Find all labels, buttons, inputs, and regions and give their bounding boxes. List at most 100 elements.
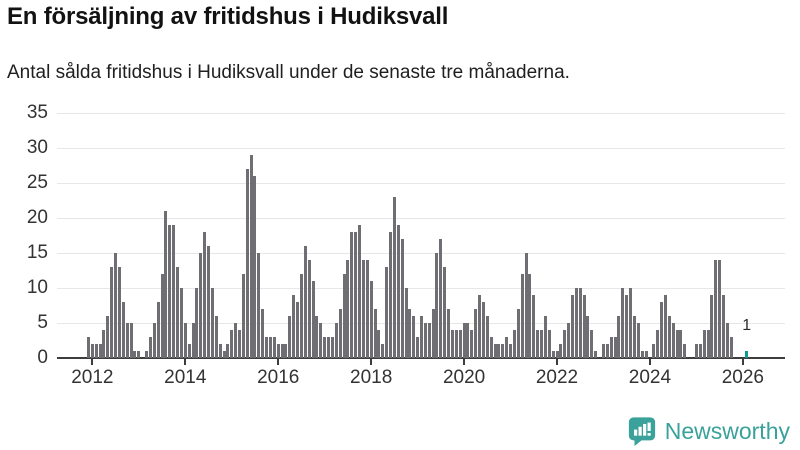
- bar: [714, 260, 718, 358]
- bar: [369, 281, 373, 358]
- bar: [222, 351, 226, 358]
- bar: [276, 344, 280, 358]
- bar: [253, 176, 257, 358]
- bar: [547, 330, 551, 358]
- bar: [307, 260, 311, 358]
- bar: [214, 316, 218, 358]
- bar: [117, 267, 121, 358]
- bar: [485, 316, 489, 358]
- gridline: [57, 183, 785, 184]
- bar: [400, 239, 404, 358]
- page-title: En försäljning av fritidshus i Hudiksval…: [7, 3, 449, 30]
- bar-value-label: 1: [742, 317, 752, 334]
- bar: [408, 309, 412, 358]
- bar: [241, 274, 245, 358]
- x-axis-tick: [741, 359, 744, 365]
- bar: [574, 288, 578, 358]
- bar: [350, 232, 354, 358]
- gridline: [57, 218, 785, 219]
- bar: [94, 344, 98, 358]
- chart-subtitle: Antal sålda fritidshus i Hudiksvall unde…: [7, 62, 570, 83]
- bar: [191, 323, 195, 358]
- bar: [257, 253, 261, 358]
- highlighted-bar: [745, 351, 749, 358]
- bar: [532, 295, 536, 358]
- bar: [381, 344, 385, 358]
- bar: [265, 337, 269, 358]
- bar: [582, 295, 586, 358]
- y-axis-label: 10: [26, 277, 48, 298]
- bar: [137, 351, 141, 358]
- bar: [419, 316, 423, 358]
- bar: [234, 323, 238, 358]
- bar: [160, 274, 164, 358]
- bar: [396, 225, 400, 358]
- bar: [373, 309, 377, 358]
- bar: [505, 337, 509, 358]
- bar: [663, 295, 667, 358]
- bar: [605, 344, 609, 358]
- bar: [601, 344, 605, 358]
- bar: [578, 288, 582, 358]
- bar: [334, 323, 338, 358]
- bar: [327, 337, 331, 358]
- bar: [698, 344, 702, 358]
- bar: [667, 316, 671, 358]
- bar: [555, 351, 559, 358]
- bar: [706, 330, 710, 358]
- bar: [183, 323, 187, 358]
- bar: [346, 260, 350, 358]
- bar: [629, 288, 633, 358]
- bar: [268, 337, 272, 358]
- y-axis-label: 0: [37, 347, 48, 368]
- gridline: [57, 288, 785, 289]
- y-axis-label: 15: [26, 242, 48, 263]
- bar: [710, 295, 714, 358]
- bar: [110, 267, 114, 358]
- bar: [617, 316, 621, 358]
- bar: [640, 351, 644, 358]
- bar: [625, 295, 629, 358]
- bar: [481, 302, 485, 358]
- bar: [342, 274, 346, 358]
- y-axis-label: 5: [37, 312, 48, 333]
- bar: [106, 316, 110, 358]
- x-axis-label: 2018: [350, 367, 393, 388]
- bar: [644, 351, 648, 358]
- bar: [179, 288, 183, 358]
- bar: [489, 337, 493, 358]
- bar: [609, 337, 613, 358]
- x-axis-label: 2012: [71, 367, 114, 388]
- bar: [528, 274, 532, 358]
- bar: [571, 295, 574, 358]
- bar: [377, 330, 381, 358]
- bar: [520, 274, 524, 358]
- bar: [152, 323, 156, 358]
- bar: [559, 344, 563, 358]
- bar: [725, 323, 729, 358]
- newsworthy-logo-icon: [627, 416, 657, 446]
- bar: [656, 330, 660, 358]
- bar: [474, 309, 478, 358]
- bar: [501, 344, 505, 358]
- bar: [330, 337, 334, 358]
- bar: [361, 260, 365, 358]
- newsworthy-logo[interactable]: Newsworthy: [627, 416, 790, 446]
- bar: [315, 316, 319, 358]
- bar: [652, 344, 656, 358]
- y-axis-label: 35: [26, 102, 48, 123]
- bar: [145, 351, 149, 358]
- bar: [718, 260, 722, 358]
- gridline: [57, 253, 785, 254]
- x-axis-label: 2022: [535, 367, 579, 388]
- bar: [404, 288, 408, 358]
- bar: [87, 337, 90, 358]
- y-axis-label: 30: [26, 137, 48, 158]
- bar: [238, 330, 241, 358]
- bar: [671, 323, 675, 358]
- bar: [447, 309, 451, 358]
- x-axis-tick: [556, 359, 558, 365]
- bar: [586, 316, 590, 358]
- bar: [497, 344, 501, 358]
